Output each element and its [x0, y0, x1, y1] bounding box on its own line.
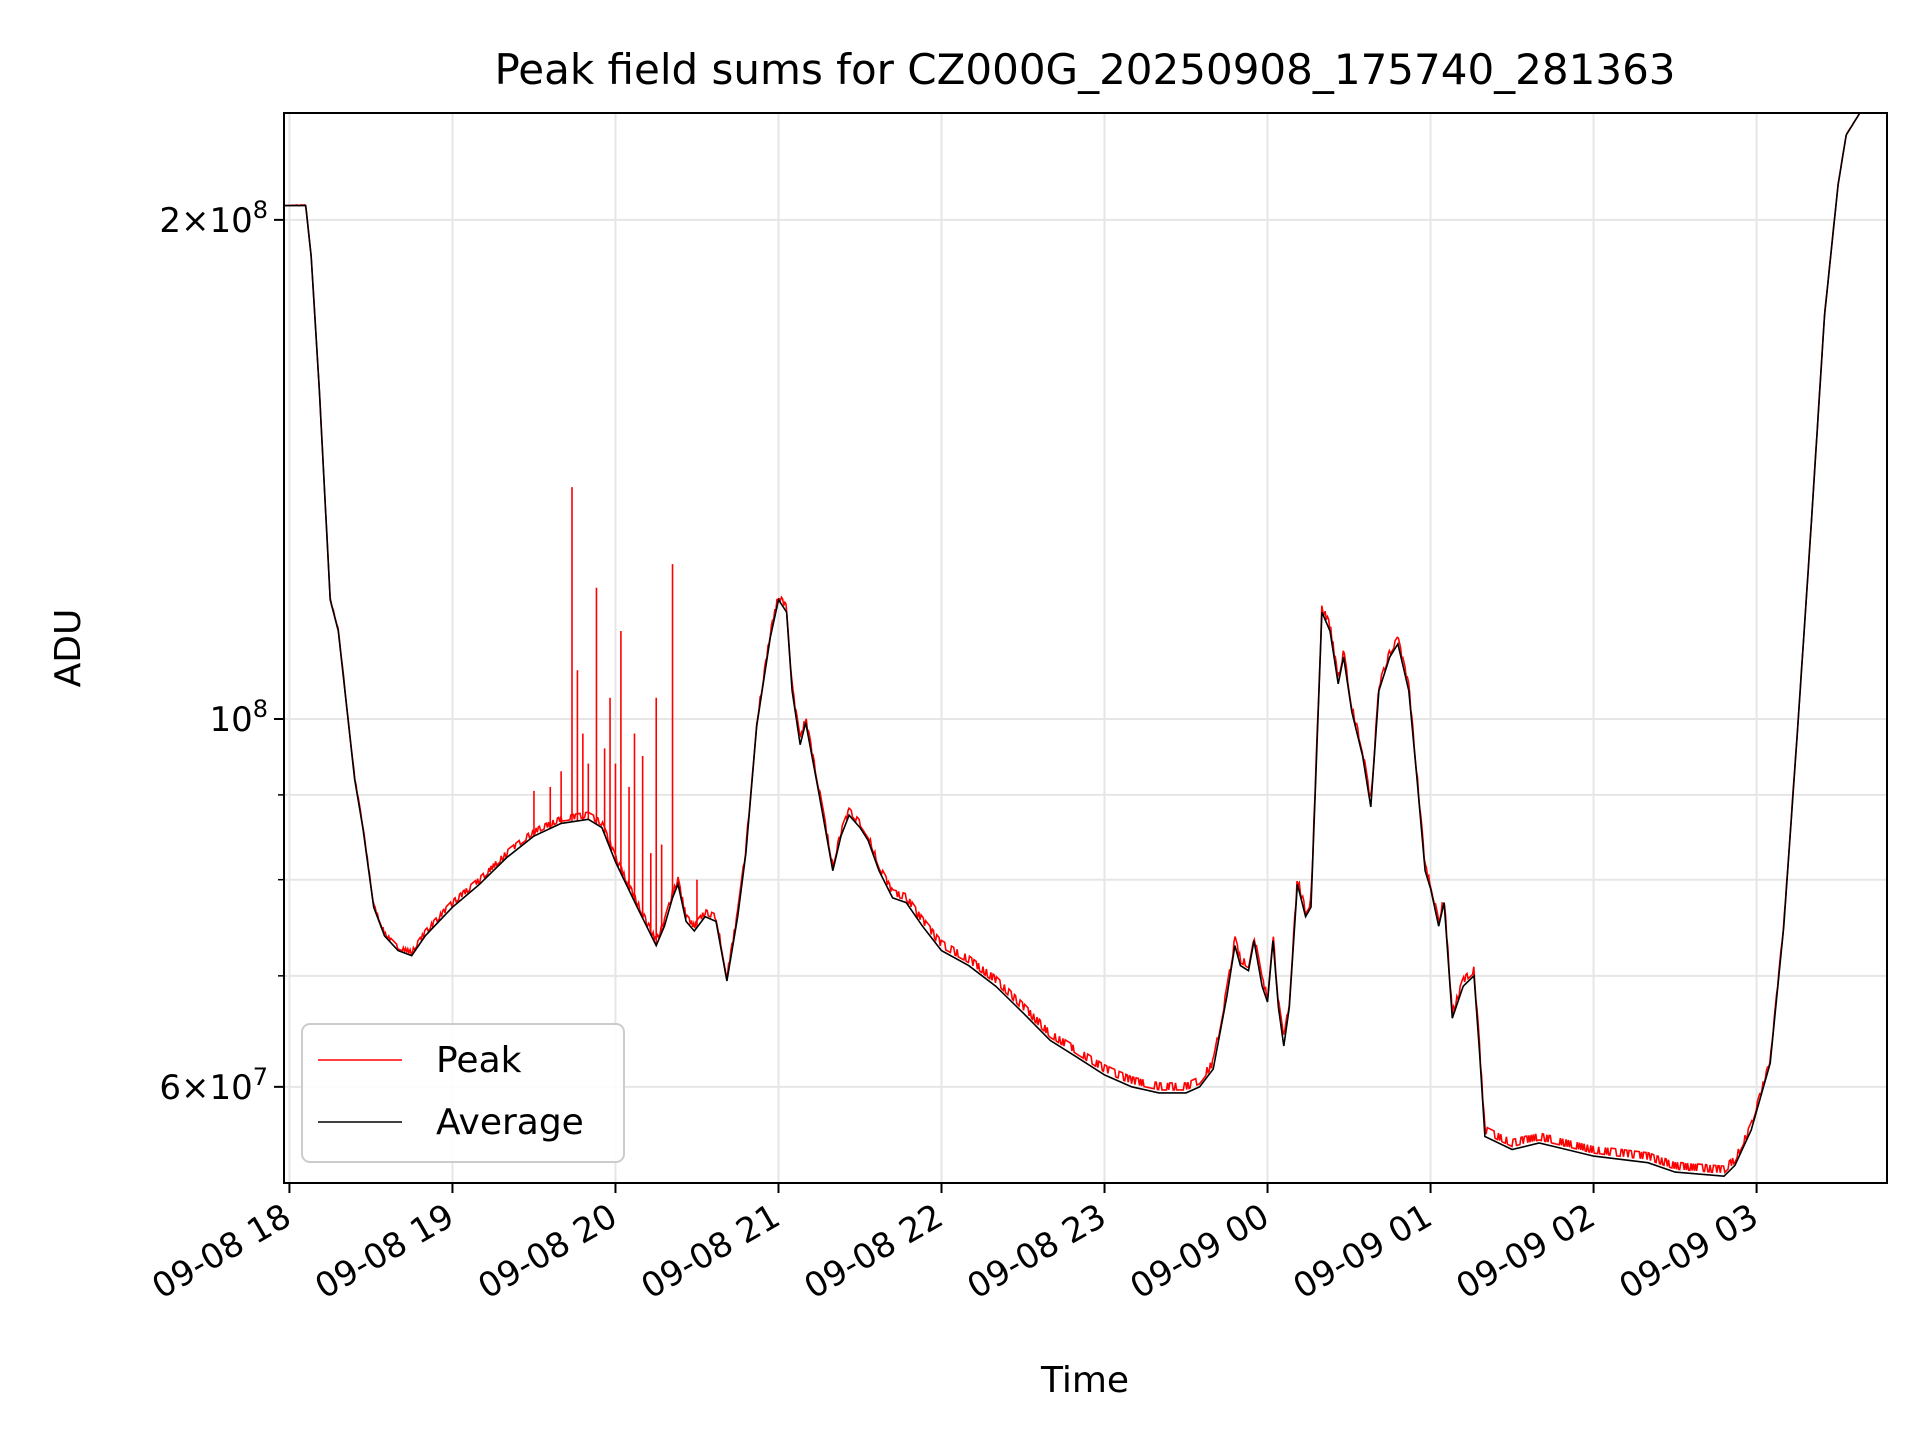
x-axis-label: Time [1040, 1360, 1129, 1401]
legend-box [301, 1023, 625, 1163]
plot-frame [283, 112, 1888, 1184]
series-layer [284, 112, 1861, 1178]
series-average-line [284, 112, 1861, 1178]
y-axis-label: ADU [48, 609, 89, 688]
legend-label-average: Average [436, 1102, 584, 1143]
y-tick-label: 108 [209, 695, 268, 740]
grid-layer [284, 113, 1887, 1183]
y-tick-label: 6×107 [159, 1063, 268, 1108]
y-tick-label: 2×108 [159, 196, 268, 241]
legend: Peak Average [301, 1023, 625, 1163]
legend-label-peak: Peak [436, 1040, 522, 1081]
series-peak-line [284, 112, 1861, 1175]
chart-title: Peak field sums for CZ000G_20250908_1757… [494, 45, 1675, 94]
